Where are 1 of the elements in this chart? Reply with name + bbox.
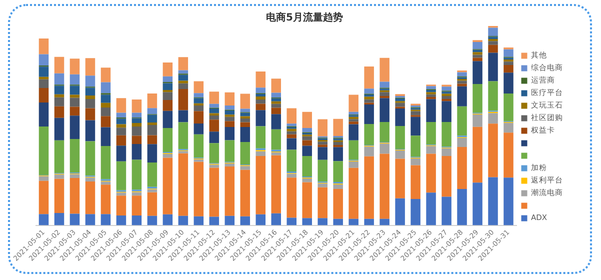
chart-title: 电商5月流量趋势 bbox=[266, 12, 343, 24]
